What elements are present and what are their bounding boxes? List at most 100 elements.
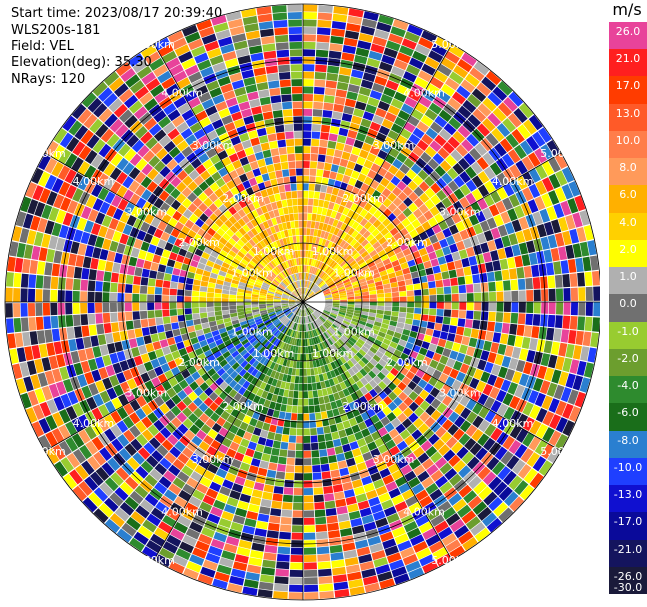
velocity-gate xyxy=(362,329,371,336)
velocity-gate xyxy=(50,302,58,316)
velocity-gate xyxy=(234,326,242,333)
velocity-gate xyxy=(367,169,377,180)
velocity-gate xyxy=(201,344,211,353)
velocity-gate xyxy=(477,506,493,521)
velocity-gate xyxy=(395,269,404,277)
velocity-gate xyxy=(287,206,294,214)
velocity-gate xyxy=(558,371,569,386)
velocity-gate xyxy=(354,180,364,189)
velocity-gate xyxy=(104,518,121,534)
velocity-gate xyxy=(448,269,457,279)
velocity-gate xyxy=(529,338,538,351)
velocity-gate xyxy=(161,249,171,259)
velocity-gate xyxy=(332,300,340,302)
velocity-gate xyxy=(210,412,220,423)
velocity-gate xyxy=(273,387,280,395)
velocity-gate xyxy=(323,231,330,240)
velocity-gate xyxy=(298,383,303,391)
velocity-gate xyxy=(440,57,456,71)
velocity-gate xyxy=(165,398,176,410)
velocity-gate xyxy=(107,457,121,472)
velocity-gate xyxy=(513,144,527,160)
velocity-gate xyxy=(226,448,237,458)
velocity-gate xyxy=(308,315,312,323)
velocity-gate xyxy=(78,481,93,497)
velocity-gate xyxy=(38,418,51,434)
velocity-gate xyxy=(305,308,309,316)
velocity-gate xyxy=(228,332,237,339)
velocity-gate xyxy=(216,319,224,325)
velocity-gate xyxy=(317,270,323,277)
velocity-gate xyxy=(327,140,337,149)
velocity-gate xyxy=(146,455,159,468)
velocity-gate xyxy=(560,329,570,343)
velocity-gate xyxy=(204,407,214,418)
velocity-gate xyxy=(289,41,302,50)
velocity-gate xyxy=(381,354,390,363)
velocity-gate xyxy=(466,293,474,302)
velocity-gate xyxy=(283,116,293,125)
velocity-gate xyxy=(441,271,450,280)
velocity-gate xyxy=(372,241,381,250)
velocity-gate xyxy=(517,313,526,325)
velocity-gate xyxy=(273,355,279,363)
velocity-gate xyxy=(154,348,164,358)
velocity-gate xyxy=(304,280,307,288)
velocity-gate xyxy=(377,100,390,112)
velocity-gate xyxy=(313,286,320,292)
velocity-gate xyxy=(312,321,317,329)
velocity-gate xyxy=(268,385,276,394)
velocity-gate xyxy=(494,446,508,461)
velocity-gate xyxy=(142,546,158,560)
velocity-gate xyxy=(110,312,118,323)
velocity-gate xyxy=(456,352,466,363)
velocity-gate xyxy=(210,439,222,450)
velocity-gate xyxy=(435,475,448,488)
velocity-gate xyxy=(482,252,492,263)
velocity-gate xyxy=(420,282,429,290)
velocity-gate xyxy=(261,390,269,399)
velocity-gate xyxy=(66,327,75,340)
range-ring-label: 1.00km xyxy=(312,347,354,360)
velocity-gate xyxy=(416,547,432,560)
velocity-gate xyxy=(45,431,58,447)
velocity-gate xyxy=(540,144,554,160)
velocity-gate xyxy=(228,379,238,389)
velocity-gate xyxy=(242,525,255,535)
velocity-gate xyxy=(347,247,356,255)
velocity-gate xyxy=(162,302,170,310)
velocity-gate xyxy=(113,384,124,397)
velocity-gate xyxy=(169,446,182,458)
velocity-gate xyxy=(236,308,245,313)
velocity-gate xyxy=(405,495,419,507)
velocity-gate xyxy=(470,328,480,339)
velocity-gate xyxy=(547,354,558,369)
velocity-gate xyxy=(308,323,313,331)
velocity-gate xyxy=(396,180,407,191)
velocity-gate xyxy=(562,357,573,373)
velocity-gate xyxy=(38,343,48,358)
velocity-gate xyxy=(234,353,243,362)
velocity-gate xyxy=(407,90,422,102)
velocity-gate xyxy=(388,487,401,499)
velocity-gate xyxy=(306,323,310,331)
velocity-gate xyxy=(301,309,303,317)
velocity-gate xyxy=(273,162,282,171)
velocity-gate xyxy=(474,292,482,302)
velocity-gate xyxy=(369,332,378,339)
velocity-gate xyxy=(450,149,463,162)
velocity-gate xyxy=(102,354,112,367)
velocity-gate xyxy=(244,296,252,300)
velocity-gate xyxy=(255,362,263,371)
velocity-gate xyxy=(305,353,310,361)
velocity-gate xyxy=(497,417,509,431)
velocity-gate xyxy=(339,214,347,223)
velocity-gate xyxy=(232,514,246,525)
velocity-gate xyxy=(342,481,353,491)
velocity-gate xyxy=(297,302,303,307)
velocity-gate xyxy=(327,318,334,324)
velocity-gate xyxy=(145,343,155,353)
velocity-gate xyxy=(345,341,353,349)
velocity-gate xyxy=(223,317,232,324)
velocity-gate xyxy=(296,316,300,324)
